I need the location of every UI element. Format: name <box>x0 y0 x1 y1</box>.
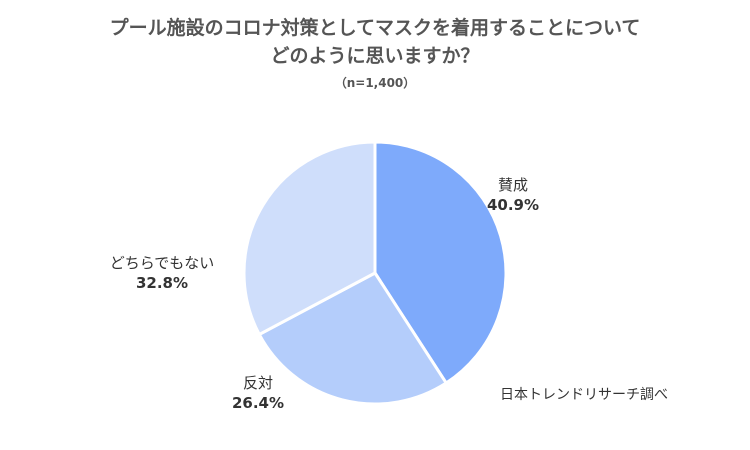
slice-label-neutral: どちらでもない 32.8% <box>102 253 222 293</box>
slice-label-disagree: 反対 26.4% <box>223 373 293 413</box>
chart-title: プール施設のコロナ対策としてマスクを着用することについて どのように思いますか？ <box>0 14 750 70</box>
chart-subtitle: （n=1,400） <box>334 76 416 90</box>
source-credit: 日本トレンドリサーチ調べ <box>500 387 668 403</box>
chart-title-line1: プール施設のコロナ対策としてマスクを着用することについて <box>109 17 641 39</box>
slice-label-agree-category: 賛成 <box>497 176 528 194</box>
slice-label-disagree-category: 反対 <box>242 374 273 392</box>
slice-label-disagree-percent: 26.4% <box>231 394 285 412</box>
slice-label-agree-percent: 40.9% <box>486 196 540 214</box>
pie-slice-disagree <box>257 271 448 406</box>
pie-slice-neutral <box>242 140 377 336</box>
chart-title-line2: どのように思いますか？ <box>270 45 480 67</box>
slice-label-neutral-percent: 32.8% <box>135 274 189 292</box>
slice-label-neutral-category: どちらでもない <box>109 254 215 272</box>
slice-label-agree: 賛成 40.9% <box>478 175 548 215</box>
